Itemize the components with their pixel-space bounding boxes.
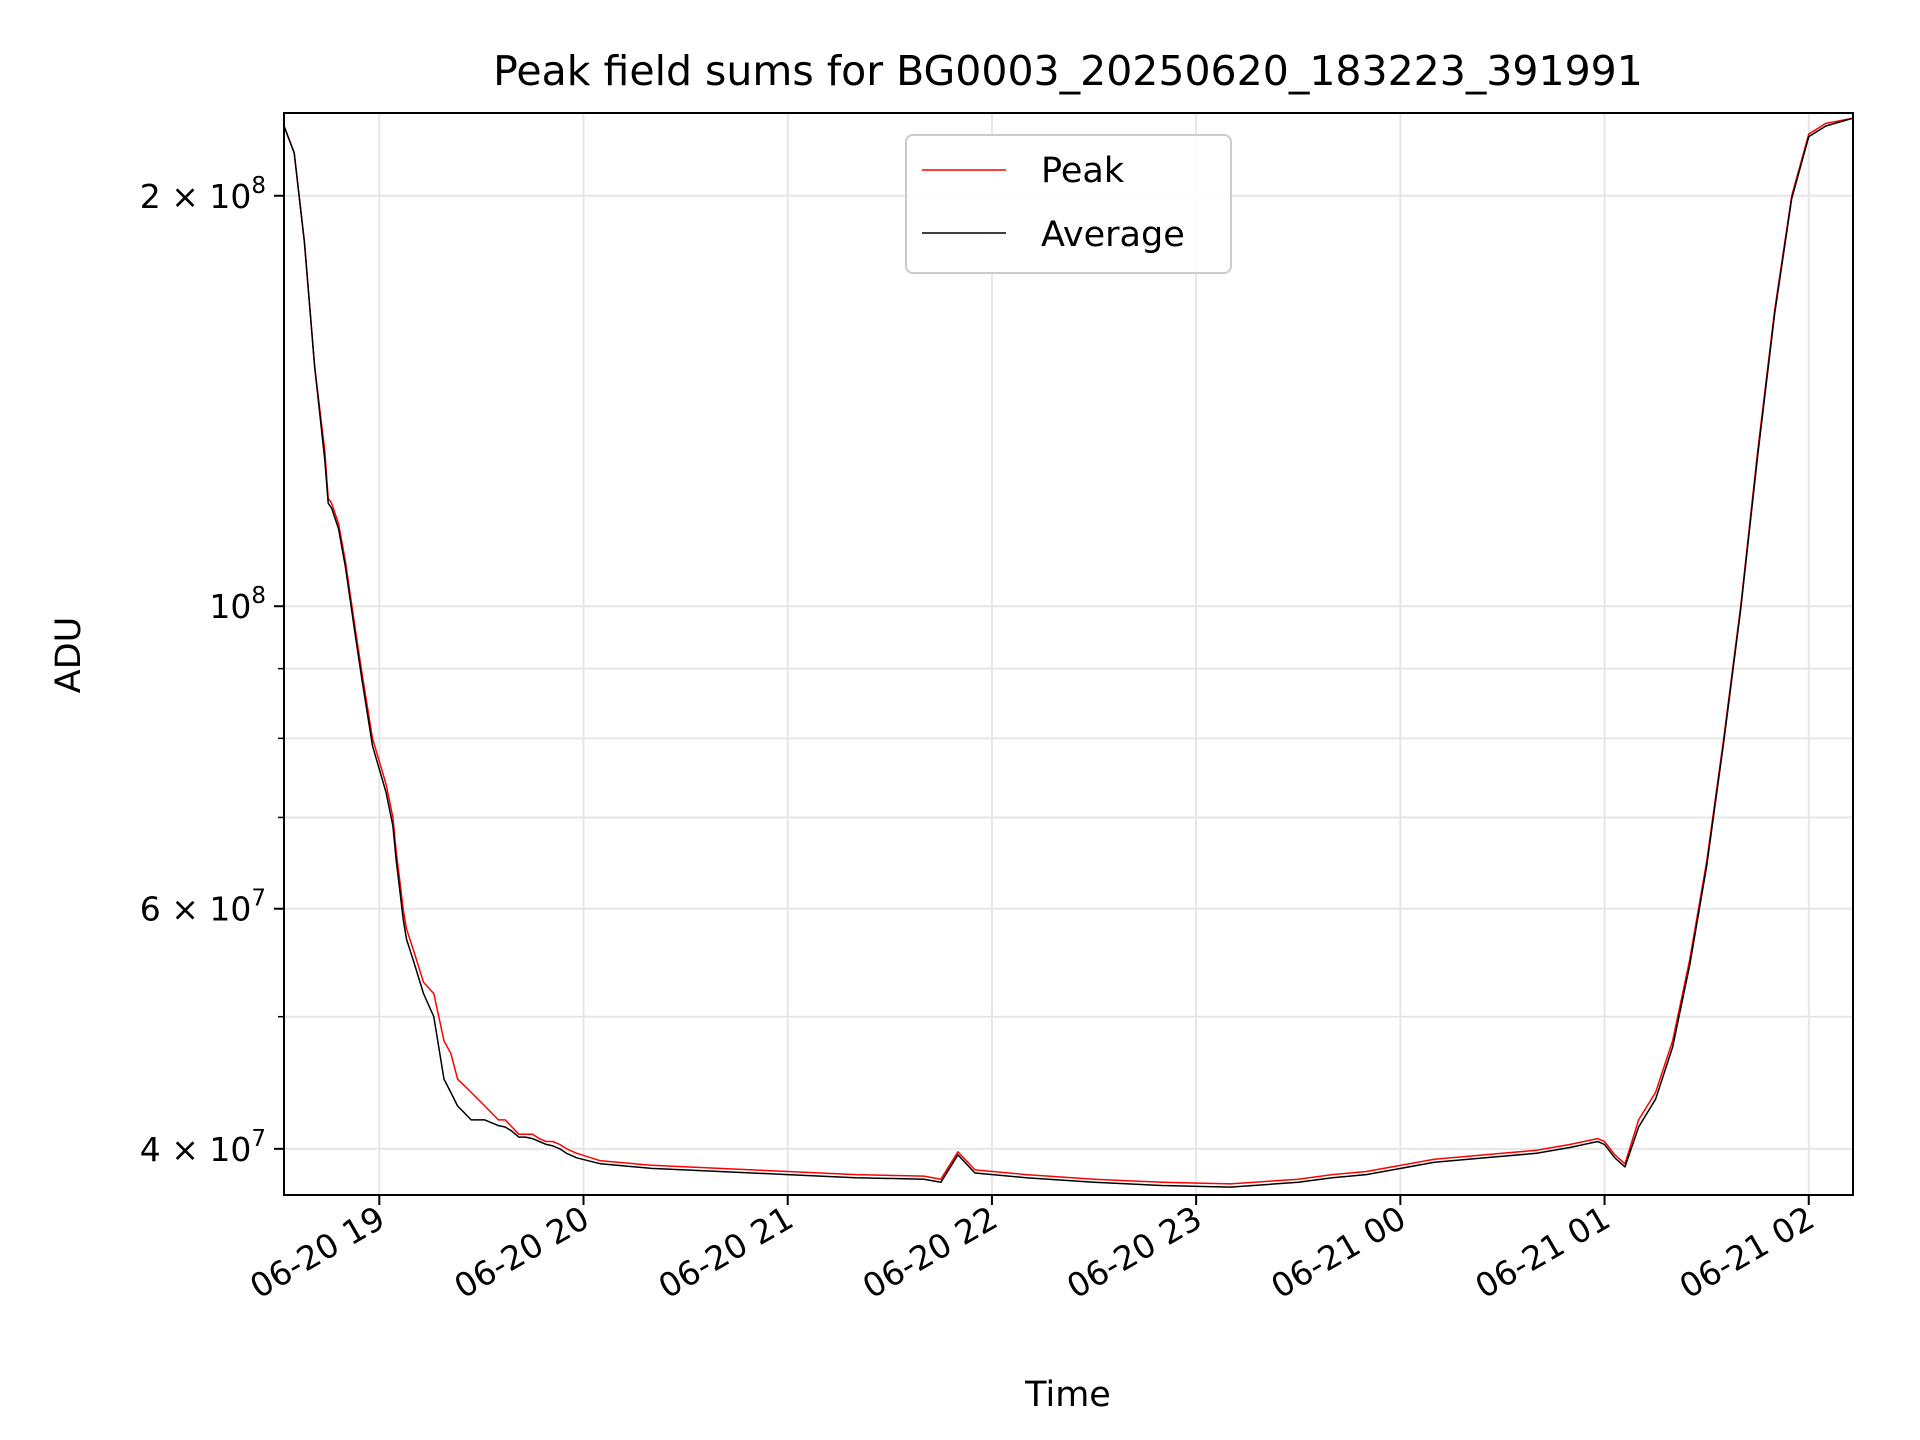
- legend: Peak Average: [905, 134, 1232, 274]
- series-line-peak: [283, 117, 1854, 1185]
- legend-peak-label: Peak: [1041, 151, 1125, 191]
- y-axis-label: ADU: [49, 617, 89, 694]
- plot-frame: [283, 112, 1854, 1196]
- series-layer: [283, 117, 1854, 1188]
- grid-layer: [284, 113, 1853, 1195]
- y-tick-label: 2 × 108: [140, 173, 266, 216]
- x-axis-label: Time: [1024, 1375, 1111, 1415]
- y-tick-label: 108: [209, 583, 266, 626]
- chart-title: Peak field sums for BG0003_20250620_1832…: [493, 47, 1643, 95]
- legend-average-label: Average: [1041, 215, 1185, 255]
- y-tick-label: 4 × 107: [140, 1126, 266, 1169]
- y-tick-label: 6 × 107: [140, 886, 266, 929]
- series-line-average: [283, 117, 1854, 1188]
